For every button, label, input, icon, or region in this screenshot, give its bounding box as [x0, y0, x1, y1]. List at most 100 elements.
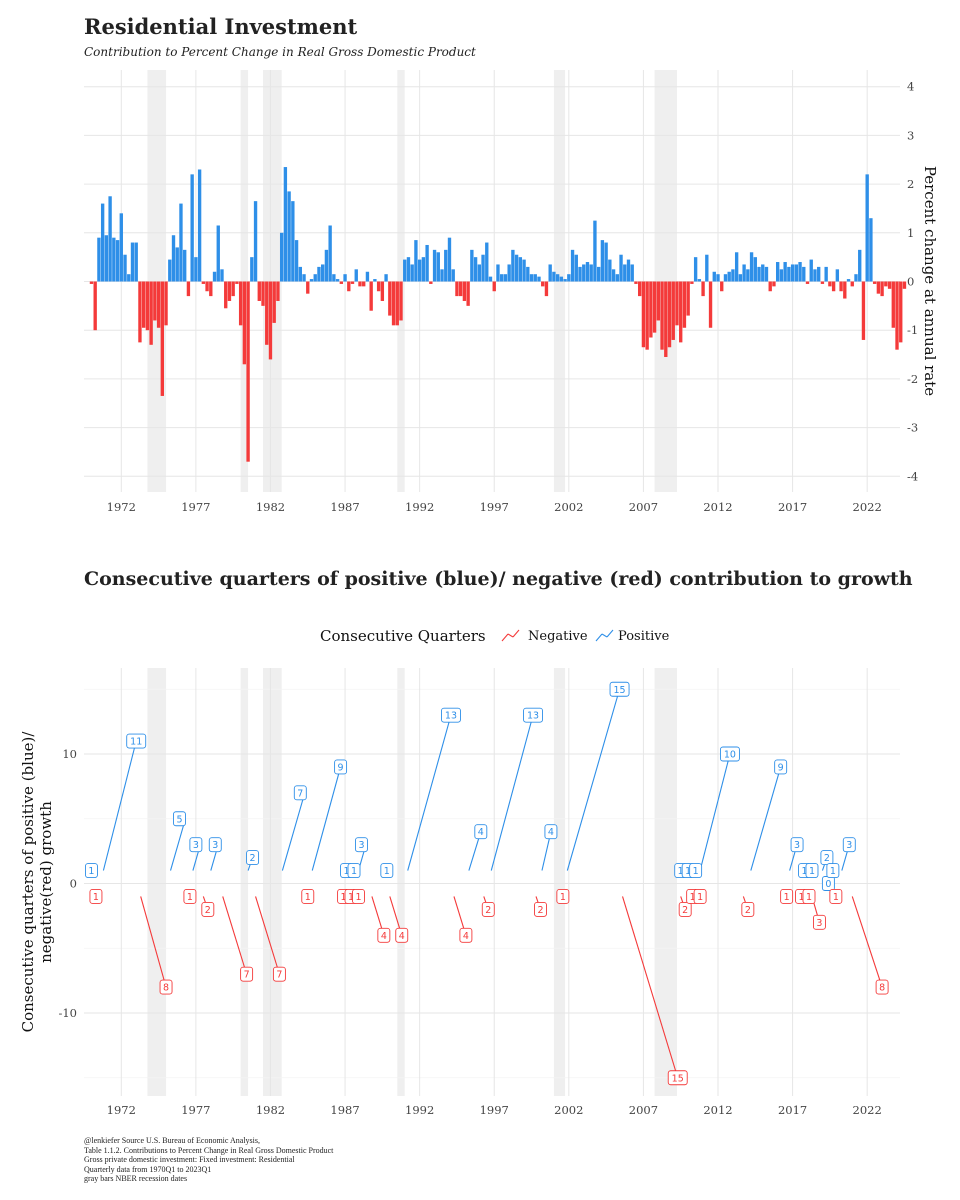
run-line: [311, 766, 342, 871]
x-tick-label: 1987: [330, 1103, 359, 1117]
bar: [570, 249, 575, 282]
run-label: 1: [799, 892, 805, 903]
bar: [884, 281, 888, 287]
x-tick-label: 1992: [405, 1103, 434, 1117]
bar: [339, 281, 344, 284]
footer-line: Gross private domestic investment: Fixed…: [84, 1155, 295, 1164]
y-tick-label: 1: [907, 226, 914, 240]
x-tick-label: 1997: [480, 500, 509, 514]
bar: [432, 249, 437, 282]
recession-band: [553, 668, 566, 1096]
bar: [440, 269, 444, 282]
bar: [656, 281, 661, 321]
y-tick-labels: 10 0 -10: [58, 747, 77, 1020]
run-label: 5: [176, 814, 182, 825]
bar: [317, 266, 321, 282]
run-line: [407, 715, 452, 871]
bar: [682, 281, 687, 328]
run-label-box: [173, 811, 186, 827]
run-label: 1: [806, 892, 812, 903]
bar: [775, 262, 780, 282]
bar: [93, 281, 97, 331]
bar: [820, 281, 825, 284]
bar: [201, 281, 206, 284]
run-label-box: [189, 837, 203, 853]
bar: [720, 281, 724, 292]
bar: [716, 274, 720, 282]
run-label: 2: [824, 853, 830, 864]
bar: [783, 262, 787, 282]
bar: [764, 266, 769, 282]
bar: [664, 281, 668, 357]
bar: [723, 274, 728, 282]
bar: [600, 240, 605, 282]
runs-chart: Consecutive Quarters Negative Positive 1…: [19, 627, 900, 1117]
bar: [354, 269, 358, 282]
bar: [742, 264, 746, 282]
bar: [164, 281, 168, 326]
run-label: 4: [463, 931, 469, 942]
x-tick-label: 2022: [853, 500, 882, 514]
run-label-box: [395, 927, 409, 943]
bar: [757, 266, 761, 282]
run-label-box: [183, 889, 197, 904]
bar: [403, 259, 407, 282]
run-line: [750, 766, 782, 871]
run-label: 1: [93, 892, 99, 903]
recession-band: [654, 668, 677, 1096]
run-label-box: [481, 901, 495, 917]
run-label: 1: [784, 892, 790, 903]
run-label: 11: [130, 737, 142, 748]
bar: [828, 281, 832, 287]
bar: [160, 281, 164, 396]
run-label-box: [556, 889, 570, 904]
bar: [555, 274, 560, 282]
bar: [585, 262, 590, 282]
run-label-box: [459, 927, 473, 943]
bar: [321, 264, 325, 282]
legend-key-positive: [595, 629, 614, 642]
bar: [373, 279, 377, 282]
run-label: 3: [794, 840, 800, 851]
x-tick-label: 2007: [629, 1103, 658, 1117]
bar: [335, 279, 340, 282]
x-tick-label: 1982: [256, 500, 285, 514]
y-tick-label: 0: [907, 275, 914, 289]
bar: [276, 281, 280, 301]
x-tick-label: 1982: [256, 1103, 285, 1117]
bar: [794, 264, 798, 282]
bar: [287, 191, 291, 282]
bar: [197, 169, 202, 282]
bar: [313, 274, 317, 282]
bar: [798, 262, 802, 282]
recession-band: [263, 668, 282, 1096]
legend: Consecutive Quarters Negative Positive: [320, 627, 670, 645]
run-line: [622, 896, 679, 1078]
run-label: 2: [537, 905, 543, 916]
bar: [846, 279, 851, 282]
run-label-box: [380, 863, 394, 878]
y-tick-label: -1: [907, 323, 918, 337]
bar: [257, 281, 261, 301]
run-label: 1: [685, 866, 691, 877]
bar: [887, 281, 892, 289]
bar: [652, 281, 657, 333]
run-label: 4: [548, 827, 554, 838]
run-label: 9: [338, 762, 344, 773]
bar: [529, 274, 534, 282]
run-label-box: [355, 837, 368, 853]
bar: [768, 281, 772, 292]
bar: [708, 281, 713, 328]
bar: [902, 281, 907, 289]
bar: [358, 281, 362, 287]
bar: [253, 201, 258, 282]
legend-key-negative: [501, 629, 520, 642]
bar: [410, 264, 414, 282]
bar: [183, 249, 187, 282]
y-tick-label: -4: [907, 469, 918, 483]
bar: [250, 257, 254, 282]
run-label: 7: [244, 970, 250, 981]
bar: [156, 281, 161, 328]
bar: [291, 201, 295, 282]
bar: [552, 271, 556, 282]
